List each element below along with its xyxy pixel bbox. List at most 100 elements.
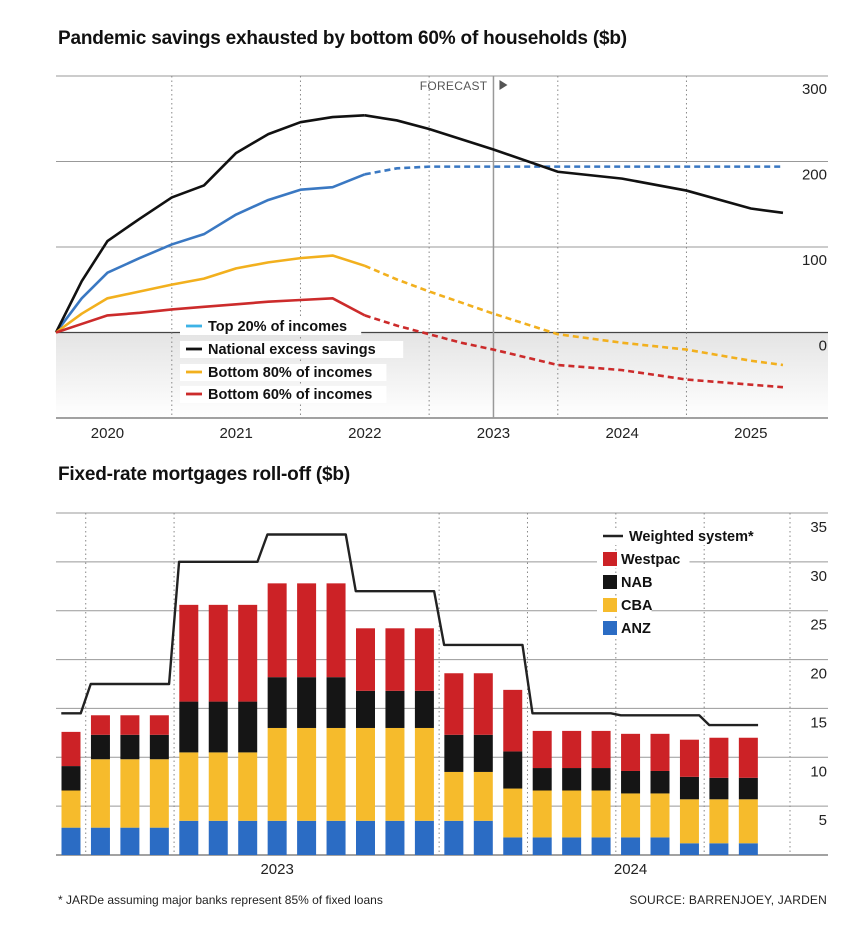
bar-segment xyxy=(356,690,375,728)
bar-segment xyxy=(414,820,434,855)
legend-entry: ANZ xyxy=(621,621,651,637)
bar-segment xyxy=(90,759,110,828)
bar-segment xyxy=(709,777,729,800)
bar-segment xyxy=(61,827,81,855)
y-tick-label: 15 xyxy=(810,714,827,731)
legend-entry: Bottom 80% of incomes xyxy=(208,365,372,381)
forecast-label: FORECAST xyxy=(420,79,488,93)
bar-segment xyxy=(385,628,405,691)
bar-segment xyxy=(591,768,611,791)
bar-segment xyxy=(61,790,81,828)
bar-segment xyxy=(238,701,258,753)
x-tick-label: 2024 xyxy=(605,425,638,442)
legend-entry: CBA xyxy=(621,598,653,614)
bar-segment xyxy=(179,820,199,855)
bar-segment xyxy=(238,752,258,821)
y-tick-label: 100 xyxy=(802,252,827,269)
bar-segment xyxy=(267,677,287,728)
series-line xyxy=(54,173,366,334)
x-tick-label: 2024 xyxy=(614,861,647,878)
series-line-forecast xyxy=(364,114,784,215)
bar-segment xyxy=(208,820,228,855)
legend-swatch xyxy=(603,621,617,635)
chart1-title: Pandemic savings exhausted by bottom 60%… xyxy=(58,28,627,49)
bar-segment xyxy=(297,583,317,678)
y-tick-label: 300 xyxy=(802,81,827,98)
bar-segment xyxy=(120,715,140,735)
bar-segment xyxy=(149,715,169,735)
bar-segment xyxy=(532,837,552,855)
bar-segment xyxy=(591,730,611,769)
bar-segment xyxy=(709,843,729,855)
bar-segment xyxy=(179,752,199,821)
legend-swatch xyxy=(603,598,617,612)
bar-segment xyxy=(208,701,228,753)
bar-segment xyxy=(621,837,641,855)
bar-segment xyxy=(679,843,699,855)
bar-segment xyxy=(90,715,110,735)
bar-segment xyxy=(385,727,405,821)
bar-segment xyxy=(90,734,110,760)
x-tick-label: 2023 xyxy=(477,425,510,442)
bar-segment xyxy=(738,777,758,800)
bar-segment xyxy=(238,820,258,855)
bar-segment xyxy=(738,737,758,778)
legend-bg xyxy=(180,318,362,335)
bar-segment xyxy=(297,677,317,728)
bar-segment xyxy=(621,770,641,794)
bar-segment xyxy=(267,820,287,855)
bar-segment xyxy=(738,799,758,844)
weighted-system-line xyxy=(61,533,759,727)
bar-segment xyxy=(679,799,699,844)
chart2-title: Fixed-rate mortgages roll-off ($b) xyxy=(58,464,350,485)
bar-segment xyxy=(356,628,375,691)
bar-segment xyxy=(179,604,199,702)
forecast-arrow-icon xyxy=(499,80,508,90)
legend-entry: NAB xyxy=(621,575,652,591)
y-tick-label: 25 xyxy=(810,617,827,634)
bar-segment xyxy=(414,727,434,821)
y-tick-label: 20 xyxy=(810,666,827,683)
savings-line-chart: 300 200 100 0 FORECAST 2020 2021 2022 2023 2024 20… xyxy=(54,75,828,442)
bar-segment xyxy=(709,799,729,844)
bar-segment xyxy=(679,739,699,777)
legend-bg xyxy=(180,364,387,381)
x-tick-label: 2022 xyxy=(348,425,381,442)
legend-bg xyxy=(597,528,777,545)
legend-swatch xyxy=(603,552,617,566)
x-tick-label: 2021 xyxy=(219,425,252,442)
bar-segment xyxy=(473,771,493,821)
bar-segment xyxy=(90,827,110,855)
bar-segment xyxy=(414,628,434,691)
mortgage-rolloff-bar-chart: 35 30 25 20 15 10 5 2023 2024 Weighted system* Wes… xyxy=(56,512,828,878)
legend-entry: Weighted system* xyxy=(629,529,754,545)
legend-entry: Bottom 60% of incomes xyxy=(208,387,372,403)
bar-segment xyxy=(679,776,699,800)
bar-segment xyxy=(120,827,140,855)
bar-segment xyxy=(650,733,670,771)
bar-segment xyxy=(238,604,258,702)
bar-segment xyxy=(562,790,582,838)
bar-segment xyxy=(532,730,552,769)
bar-segment xyxy=(503,689,523,752)
legend-bg xyxy=(597,551,690,568)
bar-segment xyxy=(444,734,464,772)
bar-segment xyxy=(473,734,493,772)
series-line-forecast xyxy=(364,314,784,389)
series-line-forecast xyxy=(364,264,784,367)
legend-entry: Top 20% of incomes xyxy=(208,319,347,335)
bar-segment xyxy=(208,752,228,821)
bar-segment xyxy=(444,771,464,821)
bar-segment xyxy=(61,731,81,767)
bar-segment xyxy=(179,701,199,753)
bar-segment xyxy=(562,768,582,791)
bar-segment xyxy=(326,820,346,855)
bar-segment xyxy=(120,759,140,828)
bar-segment xyxy=(473,673,493,735)
legend-bg xyxy=(180,386,387,403)
bar-segment xyxy=(120,734,140,760)
series-line-forecast xyxy=(364,165,783,176)
x-tick-label: 2025 xyxy=(734,425,767,442)
bar-segment xyxy=(267,583,287,678)
series-line xyxy=(55,254,366,334)
